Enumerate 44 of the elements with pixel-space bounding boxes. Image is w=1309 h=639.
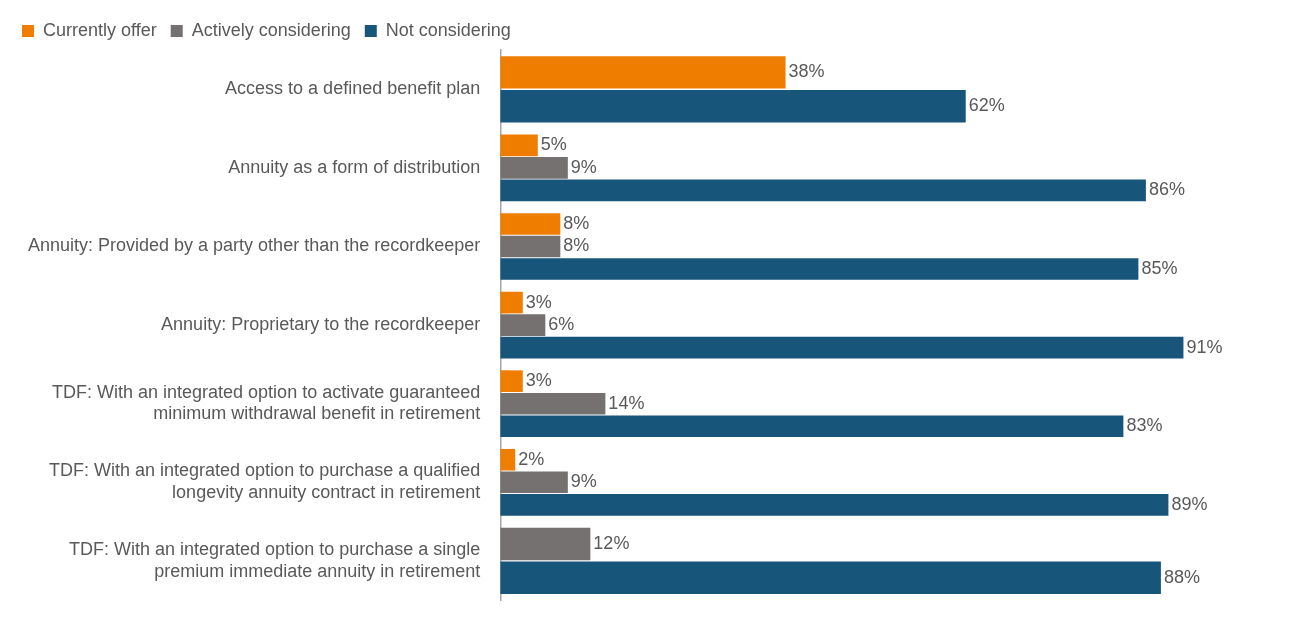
bar [500, 134, 538, 157]
legend-label: Not considering [385, 19, 511, 40]
bar [500, 291, 523, 314]
bar [500, 494, 1169, 516]
legend-label: Currently offer [43, 19, 157, 40]
bar [500, 157, 568, 179]
bar [500, 235, 561, 258]
data-label: 83% [1126, 415, 1163, 436]
bar [500, 314, 546, 336]
bar [500, 213, 561, 235]
data-label: 91% [1186, 336, 1223, 357]
y-tick-label: TDF: With an integrated option to purchase a single premium immediate annuity in retirement [69, 539, 481, 581]
y-tick-label: Annuity: Provided by a party other than the recordkeeper [27, 235, 481, 256]
data-label: 85% [1141, 258, 1178, 278]
y-tick-label: TDF: With an integrated option to purchase a qualified longevity annuity contract in retirement [49, 460, 481, 503]
legend-label: Actively considering [191, 19, 351, 40]
data-label: 5% [540, 134, 567, 155]
data-label: 3% [525, 370, 552, 391]
data-label: 2% [518, 448, 545, 469]
data-label: 9% [570, 471, 597, 492]
y-tick-label: Annuity as a form of distribution [228, 156, 481, 177]
bar [500, 370, 523, 392]
y-tick-label: TDF: With an integrated option to activate guaranteed minimum withdrawal benefit in retirement [52, 381, 481, 424]
data-label: 86% [1148, 179, 1185, 200]
data-label: 3% [525, 291, 552, 312]
y-tick-label: Access to a defined benefit plan [225, 78, 481, 99]
data-label: 8% [563, 235, 590, 256]
bar [500, 258, 1139, 280]
data-label: 89% [1171, 493, 1208, 514]
data-label: 62% [968, 95, 1005, 116]
bar [500, 336, 1184, 359]
data-label: 14% [608, 392, 645, 413]
data-label: 8% [563, 212, 590, 233]
data-label: 6% [548, 314, 575, 335]
bar [500, 179, 1146, 202]
bar [500, 415, 1124, 438]
data-label: 88% [1163, 566, 1200, 587]
data-label: 38% [788, 61, 825, 82]
bar [500, 448, 516, 471]
bar [500, 471, 568, 494]
y-tick-label: Annuity: Proprietary to the recordkeeper [161, 314, 481, 335]
data-label: 12% [593, 532, 630, 553]
bar [500, 392, 606, 415]
data-label: 9% [570, 156, 597, 177]
